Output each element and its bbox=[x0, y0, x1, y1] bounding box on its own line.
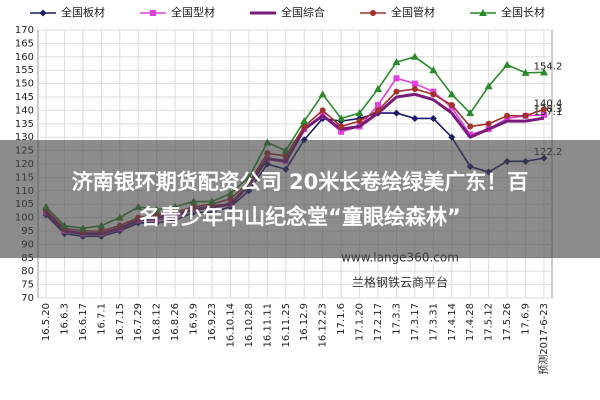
data-point bbox=[375, 107, 381, 114]
y-tick-label: 85 bbox=[21, 253, 34, 264]
x-tick-label: 16.9.23 bbox=[207, 303, 218, 341]
data-point bbox=[392, 58, 401, 66]
x-tick-label: 16.8.26 bbox=[170, 303, 181, 341]
data-point bbox=[300, 117, 309, 125]
data-point bbox=[338, 128, 345, 135]
x-tick-label: 16.8.12 bbox=[152, 303, 163, 341]
data-point bbox=[521, 68, 530, 76]
x-tick-label: 16.11.25 bbox=[281, 303, 292, 348]
x-tick-label: 16.7.1 bbox=[96, 303, 107, 335]
data-point bbox=[429, 114, 437, 122]
data-point bbox=[411, 114, 419, 122]
data-point bbox=[503, 60, 512, 68]
x-tick-label: 16.12.23 bbox=[318, 303, 329, 348]
legend-label: 全国管材 bbox=[391, 5, 435, 19]
x-tick-label: 17.3.31 bbox=[428, 303, 439, 341]
legend-marker bbox=[370, 10, 376, 16]
data-point bbox=[411, 80, 418, 87]
legend-label: 全国长材 bbox=[501, 5, 545, 19]
data-point bbox=[540, 68, 548, 76]
x-tick-label: 17.1.20 bbox=[355, 303, 366, 341]
legend-label: 全国综合 bbox=[281, 5, 325, 19]
y-tick-label: 150 bbox=[15, 79, 34, 90]
data-point bbox=[393, 75, 400, 82]
x-tick-label: 17.4.28 bbox=[465, 303, 476, 341]
y-tick-label: 160 bbox=[15, 52, 34, 63]
data-point bbox=[541, 106, 547, 113]
data-point bbox=[430, 91, 437, 98]
x-tick-label: 17.3.3 bbox=[391, 303, 402, 335]
data-point bbox=[337, 114, 346, 122]
data-point bbox=[467, 123, 474, 130]
data-point bbox=[485, 120, 492, 127]
x-tick-label: 16.11.11 bbox=[262, 303, 273, 348]
data-point bbox=[338, 123, 345, 130]
x-tick-label: 16.10.28 bbox=[244, 303, 255, 348]
data-point bbox=[466, 109, 475, 117]
data-point bbox=[356, 118, 363, 125]
data-point bbox=[410, 52, 419, 60]
legend-marker bbox=[150, 10, 156, 16]
x-tick-label: 17.2.17 bbox=[373, 303, 384, 341]
data-point bbox=[429, 66, 438, 74]
data-point bbox=[447, 90, 456, 98]
data-point bbox=[355, 109, 364, 117]
y-tick-label: 170 bbox=[15, 25, 34, 36]
end-value-label: 154.2 bbox=[534, 61, 563, 72]
x-tick-label: 17.6.9 bbox=[521, 303, 532, 335]
x-tick-label: 16.6.3 bbox=[59, 303, 70, 335]
x-tick-label: 16.7.29 bbox=[133, 303, 144, 341]
banner-text: 名青少年中山纪念堂“童眼绘森林” bbox=[139, 205, 461, 229]
data-point bbox=[374, 84, 382, 92]
data-point bbox=[541, 111, 547, 118]
banner-text: 济南银环期货配资公司 20米长卷绘绿美广东！百 bbox=[72, 170, 529, 194]
data-point bbox=[448, 133, 456, 141]
y-tick-label: 140 bbox=[15, 105, 34, 116]
data-point bbox=[484, 82, 493, 90]
y-tick-label: 145 bbox=[15, 92, 34, 103]
data-point bbox=[467, 131, 474, 138]
data-point bbox=[318, 90, 327, 98]
data-point bbox=[522, 112, 529, 119]
x-tick-label: 16.6.17 bbox=[78, 303, 89, 341]
end-value-label: 137.1 bbox=[534, 107, 563, 118]
x-tick-label: 16.5.20 bbox=[41, 303, 52, 341]
x-tick-label: 16.12.9 bbox=[299, 303, 310, 341]
x-tick-label: 17.1.6 bbox=[336, 303, 347, 335]
x-tick-label: 预测2017-6-23 bbox=[537, 303, 550, 375]
end-value-label: 138.3 bbox=[534, 104, 563, 115]
x-tick-label: 17.4.14 bbox=[447, 303, 458, 341]
x-tick-label: 16.9.9 bbox=[189, 303, 200, 335]
x-tick-label: 17.5.12 bbox=[484, 303, 495, 341]
legend-label: 全国型材 bbox=[171, 5, 215, 19]
y-tick-label: 130 bbox=[15, 132, 34, 143]
y-tick-label: 155 bbox=[15, 65, 34, 76]
legend-label: 全国板材 bbox=[61, 5, 105, 19]
data-point bbox=[411, 85, 418, 92]
y-tick-label: 75 bbox=[21, 280, 34, 291]
legend-marker bbox=[39, 9, 47, 17]
data-point bbox=[375, 102, 381, 109]
x-tick-label: 17.3.17 bbox=[410, 303, 421, 341]
watermark: 兰格钢铁云商平台 bbox=[352, 275, 448, 290]
data-point bbox=[504, 112, 511, 119]
legend-marker bbox=[479, 9, 487, 16]
y-tick-label: 80 bbox=[21, 266, 34, 277]
data-point bbox=[319, 107, 326, 114]
data-point bbox=[448, 102, 455, 109]
x-tick-label: 17.5.26 bbox=[502, 303, 513, 341]
data-point bbox=[392, 109, 400, 117]
y-tick-label: 135 bbox=[15, 119, 34, 130]
data-point bbox=[393, 88, 400, 95]
y-tick-label: 165 bbox=[15, 38, 34, 49]
y-tick-label: 70 bbox=[21, 293, 34, 304]
x-tick-label: 16.10.14 bbox=[225, 303, 236, 348]
banner bbox=[0, 140, 600, 258]
end-value-label: 140.4 bbox=[534, 98, 563, 109]
x-tick-label: 16.7.15 bbox=[115, 303, 126, 341]
